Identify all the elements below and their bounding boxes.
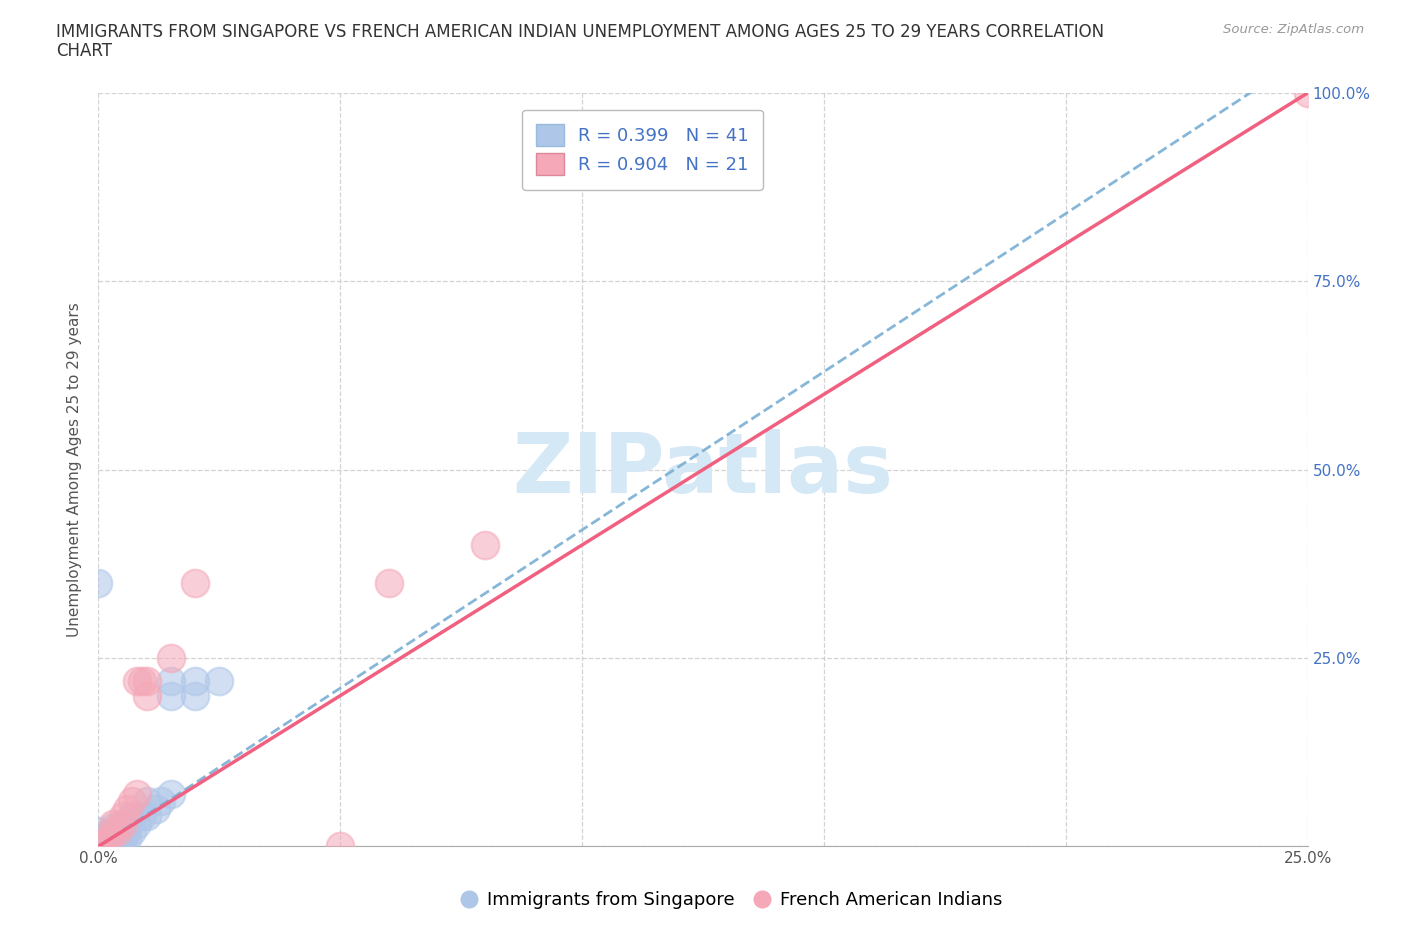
Point bbox=[184, 673, 207, 688]
Point bbox=[135, 793, 157, 808]
Point bbox=[127, 817, 149, 831]
Point bbox=[87, 824, 110, 839]
Point bbox=[87, 839, 110, 854]
Point bbox=[87, 839, 110, 854]
Point bbox=[101, 820, 124, 835]
Point bbox=[127, 673, 149, 688]
Text: Source: ZipAtlas.com: Source: ZipAtlas.com bbox=[1223, 23, 1364, 36]
Point bbox=[127, 786, 149, 801]
Point bbox=[131, 673, 153, 688]
Point bbox=[377, 575, 399, 591]
Point bbox=[160, 786, 183, 801]
Point bbox=[111, 824, 134, 839]
Point bbox=[91, 839, 114, 854]
Point bbox=[101, 824, 124, 839]
Point bbox=[184, 688, 207, 703]
Point bbox=[117, 824, 139, 839]
Point bbox=[135, 673, 157, 688]
Point bbox=[91, 831, 114, 846]
Point bbox=[101, 835, 124, 850]
Point bbox=[208, 673, 231, 688]
Point bbox=[107, 820, 129, 835]
Point bbox=[111, 831, 134, 846]
Point bbox=[150, 793, 173, 808]
Point bbox=[111, 809, 134, 824]
Point bbox=[131, 809, 153, 824]
Legend: R = 0.399   N = 41, R = 0.904   N = 21: R = 0.399 N = 41, R = 0.904 N = 21 bbox=[522, 110, 763, 190]
Text: CHART: CHART bbox=[56, 42, 112, 60]
Point bbox=[97, 835, 120, 850]
Point bbox=[101, 831, 124, 846]
Point bbox=[160, 651, 183, 666]
Legend: Immigrants from Singapore, French American Indians: Immigrants from Singapore, French Americ… bbox=[453, 884, 1010, 916]
Point bbox=[160, 673, 183, 688]
Point bbox=[87, 839, 110, 854]
Point bbox=[91, 835, 114, 850]
Point bbox=[91, 835, 114, 850]
Point bbox=[145, 802, 167, 817]
Point bbox=[97, 831, 120, 846]
Point bbox=[121, 793, 143, 808]
Point bbox=[1296, 86, 1319, 100]
Point bbox=[107, 824, 129, 839]
Point bbox=[91, 835, 114, 850]
Point bbox=[121, 809, 143, 824]
Y-axis label: Unemployment Among Ages 25 to 29 years: Unemployment Among Ages 25 to 29 years bbox=[67, 302, 83, 637]
Point bbox=[117, 802, 139, 817]
Point bbox=[160, 688, 183, 703]
Point bbox=[117, 831, 139, 846]
Point bbox=[117, 817, 139, 831]
Point bbox=[111, 817, 134, 831]
Point bbox=[474, 538, 496, 552]
Point bbox=[101, 824, 124, 839]
Point bbox=[111, 817, 134, 831]
Point bbox=[135, 809, 157, 824]
Point bbox=[121, 824, 143, 839]
Point bbox=[135, 688, 157, 703]
Point bbox=[87, 575, 110, 591]
Point bbox=[101, 817, 124, 831]
Text: IMMIGRANTS FROM SINGAPORE VS FRENCH AMERICAN INDIAN UNEMPLOYMENT AMONG AGES 25 T: IMMIGRANTS FROM SINGAPORE VS FRENCH AMER… bbox=[56, 23, 1104, 41]
Point bbox=[97, 828, 120, 843]
Text: ZIPatlas: ZIPatlas bbox=[513, 429, 893, 511]
Point bbox=[329, 839, 352, 854]
Point bbox=[87, 831, 110, 846]
Point bbox=[111, 828, 134, 843]
Point bbox=[97, 831, 120, 846]
Point bbox=[97, 839, 120, 854]
Point bbox=[107, 831, 129, 846]
Point bbox=[107, 824, 129, 839]
Point bbox=[184, 575, 207, 591]
